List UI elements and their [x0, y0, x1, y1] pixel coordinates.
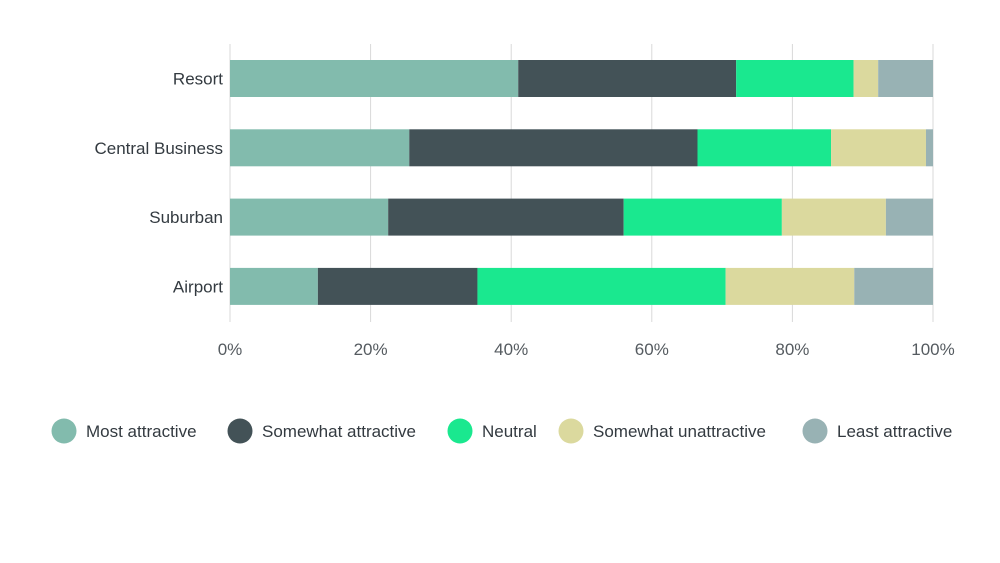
bars: [230, 60, 933, 305]
bar-suburban-most-attractive: [230, 198, 389, 236]
bar-airport-somewhat-unattractive: [725, 267, 855, 305]
x-tick-label: 80%: [775, 340, 809, 359]
legend-item-most-attractive: Most attractive: [51, 418, 197, 444]
bar-central-business-somewhat-unattractive: [831, 129, 926, 167]
legend-label: Somewhat attractive: [262, 422, 416, 441]
legend-label: Somewhat unattractive: [593, 422, 766, 441]
bar-airport-somewhat-attractive: [317, 267, 478, 305]
bar-suburban-neutral: [623, 198, 782, 236]
legend-swatch: [558, 418, 584, 444]
category-label: Suburban: [149, 208, 223, 227]
legend-label: Most attractive: [86, 422, 197, 441]
category-label: Resort: [173, 70, 223, 89]
bar-central-business-somewhat-attractive: [409, 129, 698, 167]
bar-airport-neutral: [477, 267, 726, 305]
legend: Most attractive Somewhat attractive Neutra…: [51, 418, 952, 444]
category-label: Central Business: [94, 139, 223, 158]
bar-resort-somewhat-unattractive: [853, 60, 879, 97]
bar-resort-somewhat-attractive: [518, 60, 737, 97]
legend-swatch: [227, 418, 253, 444]
category-label: Airport: [173, 277, 223, 296]
bar-airport-most-attractive: [230, 267, 318, 305]
legend-item-somewhat-attractive: Somewhat attractive: [227, 418, 416, 444]
x-tick-label: 60%: [635, 340, 669, 359]
x-tick-label: 100%: [911, 340, 954, 359]
legend-item-neutral: Neutral: [447, 418, 537, 444]
legend-item-somewhat-unattractive: Somewhat unattractive: [558, 418, 766, 444]
legend-swatch: [802, 418, 828, 444]
bar-resort-most-attractive: [230, 60, 519, 97]
bar-suburban-somewhat-attractive: [388, 198, 624, 236]
bar-suburban-least-attractive: [885, 198, 933, 236]
bar-suburban-somewhat-unattractive: [781, 198, 886, 236]
x-tick-label: 40%: [494, 340, 528, 359]
x-tick-label: 20%: [354, 340, 388, 359]
legend-label: Least attractive: [837, 422, 952, 441]
bar-central-business-most-attractive: [230, 129, 410, 167]
bar-resort-neutral: [736, 60, 854, 97]
legend-item-least-attractive: Least attractive: [802, 418, 952, 444]
legend-swatch: [447, 418, 473, 444]
bar-airport-least-attractive: [854, 267, 933, 305]
x-axis-tick-labels: 0% 20% 40% 60% 80% 100%: [218, 340, 955, 359]
bar-resort-least-attractive: [878, 60, 933, 97]
legend-label: Neutral: [482, 422, 537, 441]
legend-swatch: [51, 418, 77, 444]
bar-central-business-least-attractive: [925, 129, 933, 167]
bar-central-business-neutral: [697, 129, 832, 167]
category-labels: Resort Central Business Suburban Airport: [94, 70, 223, 297]
x-tick-label: 0%: [218, 340, 243, 359]
